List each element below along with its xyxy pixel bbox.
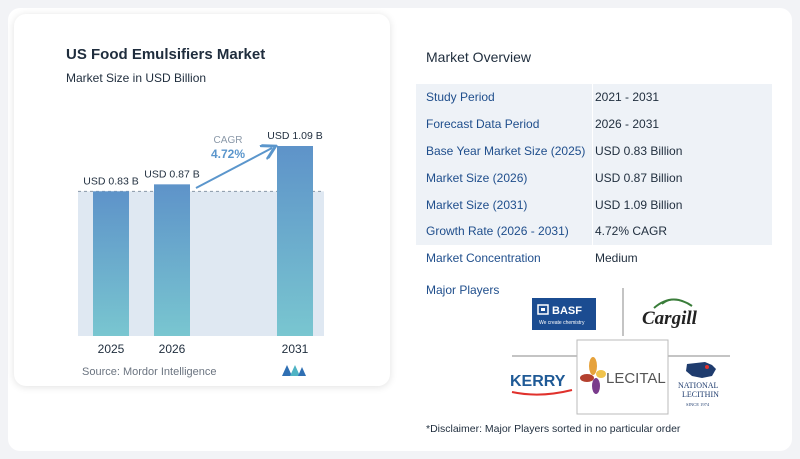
since-wordmark: SINCE 1974	[686, 402, 710, 407]
overview-table: Study Period 2021 - 2031 Forecast Data Pe…	[416, 84, 772, 272]
kerry-logo: KERRY	[510, 373, 573, 396]
bar-2026	[154, 184, 190, 336]
basf-logo: BASF We create chemistry	[532, 298, 596, 330]
overview-row: Market Concentration Medium	[416, 244, 772, 272]
bar-value-label: USD 0.87 B	[144, 168, 199, 180]
overview-value: USD 0.83 Billion	[592, 137, 682, 165]
national-lecithin-logo: NATIONAL LECITHIN SINCE 1974	[678, 362, 719, 407]
overview-row: Study Period 2021 - 2031	[416, 84, 772, 111]
cargill-wordmark: Cargill	[642, 308, 698, 329]
source-note: Source: Mordor Intelligence	[82, 366, 217, 378]
bar-value-label: USD 0.83 B	[83, 175, 138, 187]
overview-label: Forecast Data Period	[426, 117, 540, 132]
overview-row: Growth Rate (2026 - 2031) 4.72% CAGR	[416, 217, 772, 245]
x-tick-label: 2025	[98, 342, 125, 356]
usa-map-icon	[686, 362, 716, 378]
lecital-logo: LECITAL	[576, 339, 669, 415]
national-wordmark: NATIONAL	[678, 381, 719, 390]
overview-label: Market Size (2031)	[426, 197, 528, 212]
overview-label: Market Size (2026)	[426, 170, 528, 185]
overview-value: 2026 - 2031	[592, 110, 659, 138]
chart-title: US Food Emulsifiers Market	[66, 46, 266, 63]
cagr-label: CAGR	[214, 135, 243, 146]
lecithin-wordmark: LECITHIN	[682, 390, 719, 399]
overview-value: USD 1.09 Billion	[592, 191, 682, 218]
overview-label: Base Year Market Size (2025)	[426, 143, 586, 158]
overview-row: Market Size (2031) USD 1.09 Billion	[416, 191, 772, 218]
overview-row: Base Year Market Size (2025) USD 0.83 Bil…	[416, 137, 772, 165]
overview-label: Growth Rate (2026 - 2031)	[426, 224, 569, 239]
overview-value: 2021 - 2031	[592, 84, 659, 111]
basf-wordmark: BASF	[552, 305, 582, 317]
overview-value: USD 0.87 Billion	[592, 164, 682, 192]
cagr-value: 4.72%	[211, 147, 245, 161]
major-players-title: Major Players	[426, 283, 500, 297]
mordor-intelligence-logo-icon	[282, 365, 306, 376]
cargill-logo: Cargill	[642, 298, 698, 329]
overview-value: 4.72% CAGR	[592, 217, 667, 245]
lecital-petal-icon	[589, 357, 597, 375]
overview-row: Market Size (2026) USD 0.87 Billion	[416, 164, 772, 192]
overview-label: Study Period	[426, 90, 495, 105]
bar-value-label: USD 1.09 B	[267, 130, 322, 142]
cagr-arrow	[195, 148, 272, 189]
disclaimer: *Disclaimer: Major Players sorted in no …	[426, 423, 681, 435]
bar-2025	[93, 191, 129, 336]
bar-2031	[277, 146, 313, 336]
overview-title: Market Overview	[426, 49, 532, 65]
overview-value: Medium	[592, 244, 638, 272]
x-tick-label: 2026	[159, 342, 186, 356]
lecital-wordmark: LECITAL	[606, 370, 666, 387]
overview-label: Market Concentration	[426, 251, 541, 266]
chart-subtitle: Market Size in USD Billion	[66, 71, 207, 85]
basf-tagline: We create chemistry	[539, 320, 585, 326]
kerry-wordmark: KERRY	[510, 373, 566, 390]
overview-row: Forecast Data Period 2026 - 2031	[416, 110, 772, 138]
x-tick-label: 2031	[282, 342, 309, 356]
